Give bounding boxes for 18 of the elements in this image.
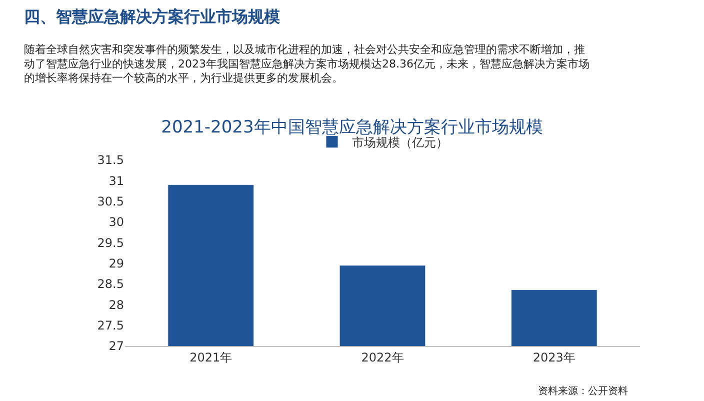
y-tick-label: 30.5	[97, 194, 124, 209]
text: 资料来源：公开资料	[538, 385, 628, 397]
y-tick-label: 28	[108, 298, 124, 312]
y-tick-label: 30	[108, 215, 124, 230]
x-tick-label: 2023年	[532, 350, 576, 364]
y-tick-label: 29.5	[97, 236, 124, 250]
legend-label: 市场规模（亿元）	[352, 135, 448, 150]
y-tick-label: 28.5	[97, 277, 124, 292]
y-tick-label: 31.5	[97, 153, 124, 168]
x-tick-label: 2021年	[190, 350, 232, 364]
y-tick-label: 27	[108, 339, 124, 354]
y-tick-label: 27.5	[97, 318, 124, 333]
chart-title: 2021-2023年中国智慧应急解决方案行业市场规模	[161, 117, 543, 138]
x-tick-label: 2022年	[361, 350, 404, 364]
text: 随着全球自然灾害和突发事件的频繁发生，以及城市化进程的加速，社会对公共安全和应急管理的需求不断增加，推动了智慧应急行业的快速发展，2023年我国智慧应急解决方案市场规模达28.36亿元，未来，智慧应急解决方案市场的增长率将保持在一个较高的水平，为行业提供更多的发展机会。	[24, 43, 590, 85]
y-tick-label: 29	[108, 256, 124, 271]
text: 四、智慧应急解决方案行业市场规模	[24, 7, 280, 26]
y-tick-label: 31	[108, 174, 124, 188]
